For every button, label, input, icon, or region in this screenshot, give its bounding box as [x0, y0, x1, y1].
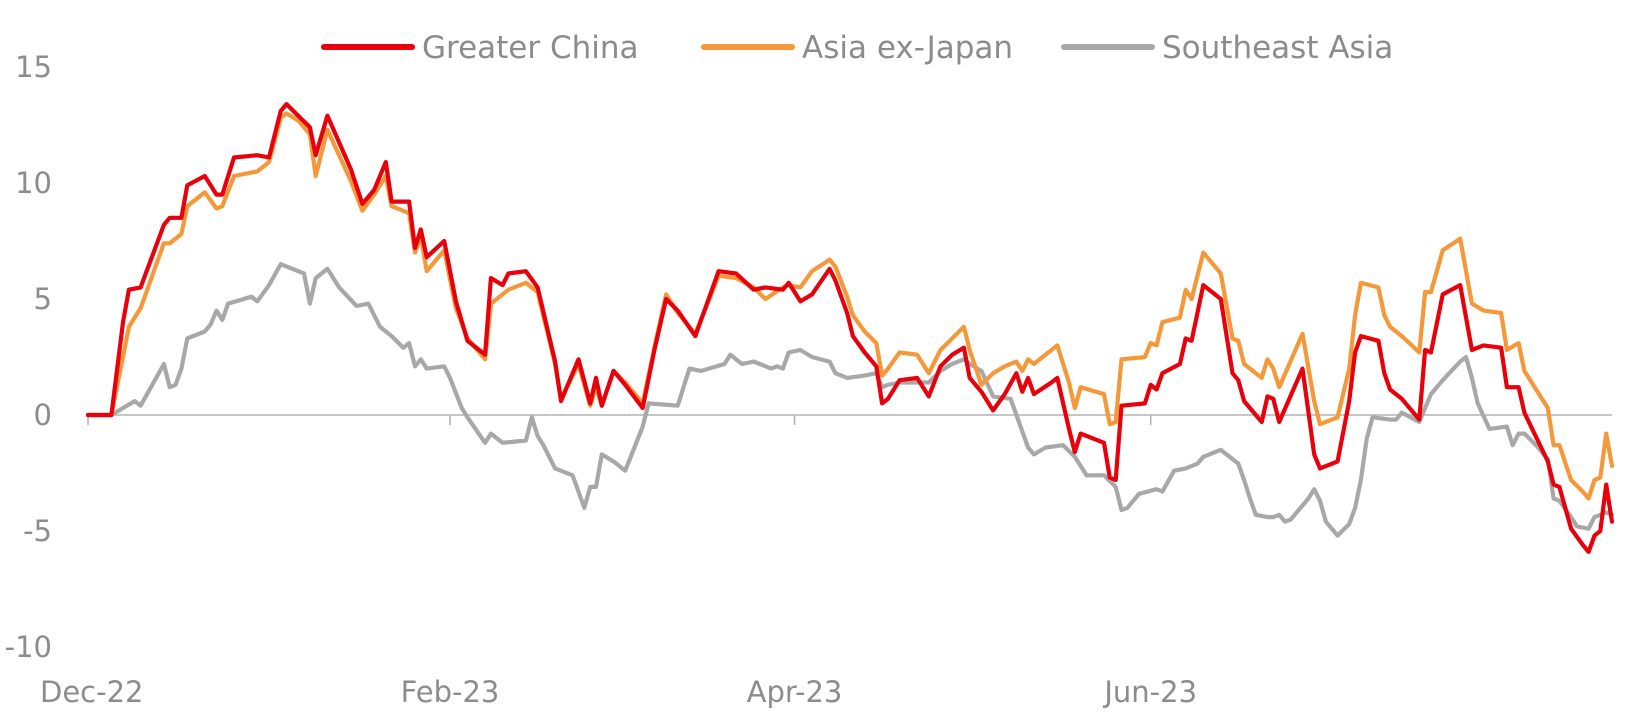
legend-label-southeast-asia: Southeast Asia: [1162, 30, 1393, 66]
y-tick-label: 10: [15, 166, 52, 200]
x-tick-label: Apr-23: [747, 675, 843, 709]
x-tick-label: Dec-22: [40, 675, 143, 709]
series-layer: [88, 104, 1612, 552]
y-tick-label: 15: [15, 50, 52, 84]
legend: Greater China Asia ex-Japan Southeast Asia: [324, 30, 1393, 66]
x-tick-label: Jun-23: [1102, 675, 1197, 709]
legend-label-asia-ex-japan: Asia ex-Japan: [802, 30, 1013, 66]
y-axis: 15 10 5 0 -5 -10: [5, 50, 52, 664]
y-tick-label: -10: [5, 630, 52, 664]
y-tick-label: 5: [34, 282, 52, 316]
legend-label-greater-china: Greater China: [422, 30, 639, 66]
x-tick-label: Feb-23: [401, 675, 500, 709]
x-axis: Dec-22 Feb-23 Apr-23 Jun-23: [40, 415, 1612, 709]
y-tick-label: 0: [34, 398, 52, 432]
series-line-asia-ex-japan: [88, 113, 1612, 498]
y-tick-label: -5: [23, 514, 52, 548]
